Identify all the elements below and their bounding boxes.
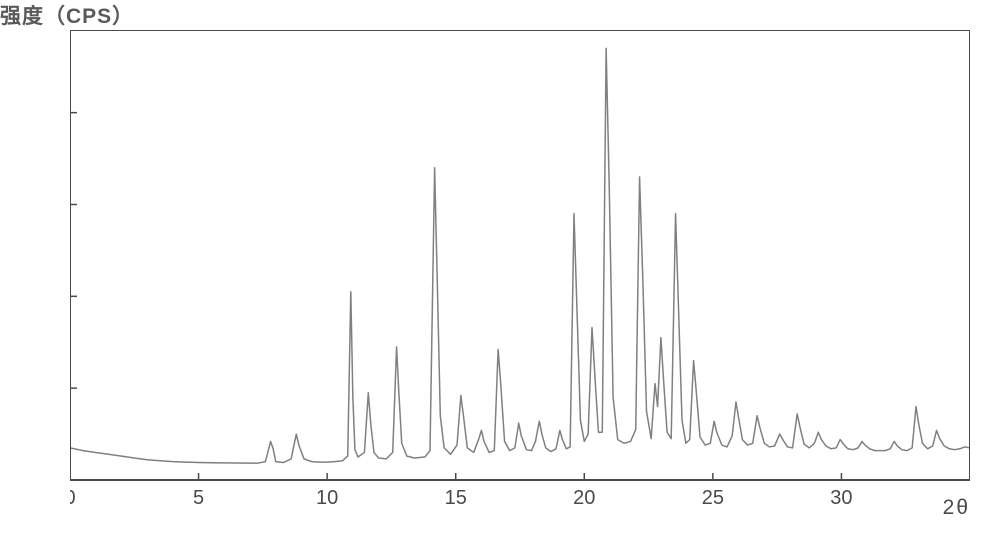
svg-text:20: 20 bbox=[573, 487, 595, 509]
svg-text:10: 10 bbox=[316, 487, 338, 509]
xrd-line-chart: 01000200030004000051015202530 bbox=[70, 30, 970, 520]
chart-container: 01000200030004000051015202530 2θ bbox=[70, 30, 970, 520]
x-axis-title: 2θ bbox=[943, 496, 970, 520]
svg-text:25: 25 bbox=[702, 487, 724, 509]
svg-text:30: 30 bbox=[830, 487, 852, 509]
svg-text:5: 5 bbox=[193, 487, 204, 509]
y-axis-title: 强度（CPS） bbox=[0, 0, 134, 30]
svg-text:0: 0 bbox=[70, 487, 76, 509]
svg-text:15: 15 bbox=[445, 487, 467, 509]
